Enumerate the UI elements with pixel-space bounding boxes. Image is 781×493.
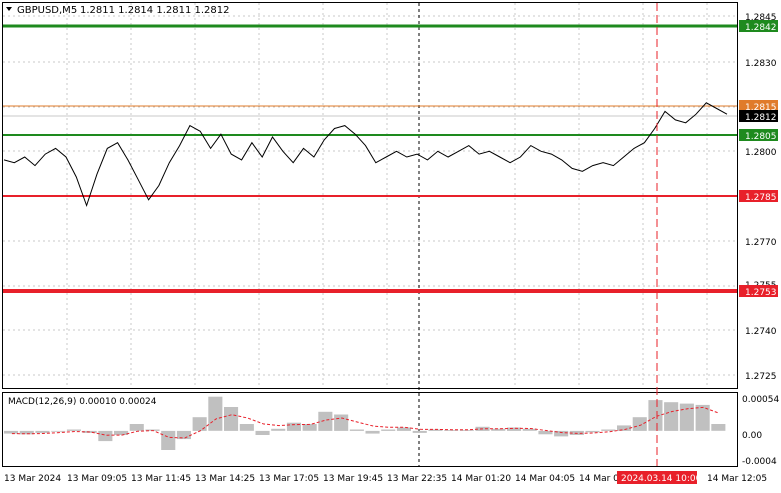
- macd-bar: [632, 417, 647, 431]
- level-tag: 1.2785: [745, 193, 777, 203]
- level-tag-bg: [739, 129, 778, 141]
- macd-tick: -0.0004: [742, 457, 777, 467]
- level-tag: 1.2805: [745, 132, 777, 142]
- level-tag: 1.2815: [745, 103, 777, 113]
- time-tick: 13 Mar 2024: [4, 474, 61, 484]
- macd-bar: [286, 422, 301, 431]
- macd-bar: [114, 430, 129, 435]
- level-tag-bg: [739, 110, 778, 122]
- level-tag-bg: [739, 285, 778, 297]
- macd-bar: [208, 396, 223, 431]
- macd-bar: [365, 430, 380, 434]
- macd-axis: 0.00054 0.00 -0.0004: [742, 395, 779, 467]
- symbol-label: GBPUSD,M5: [17, 5, 77, 16]
- macd-bar: [271, 428, 286, 431]
- price-tick: 1.2740: [745, 327, 777, 337]
- macd-bar: [381, 429, 396, 431]
- macd-tick: 0.00: [742, 431, 762, 441]
- macd-bar: [224, 407, 239, 431]
- time-tick: 14 Mar 12:05: [707, 474, 767, 484]
- macd-bar: [648, 400, 663, 431]
- grid: [3, 3, 737, 388]
- time-tick: 14 Mar 04:05: [515, 474, 575, 484]
- macd-bar: [176, 430, 191, 440]
- macd-bar: [302, 424, 317, 431]
- macd-bar: [396, 427, 411, 431]
- macd-bar: [601, 429, 616, 431]
- level-tag-bg: [739, 20, 778, 32]
- dropdown-triangle-icon[interactable]: [6, 7, 12, 11]
- macd-bar: [35, 430, 50, 433]
- level-tag: 1.2812: [745, 113, 777, 123]
- chart-header: GBPUSD,M5 1.2811 1.2814 1.2811 1.2812: [6, 5, 230, 16]
- macd-label: MACD(12,26,9) 0.00010 0.00024: [8, 397, 157, 407]
- macd-tick: 0.00054: [742, 395, 779, 405]
- time-axis: 13 Mar 2024 13 Mar 09:05 13 Mar 11:45 13…: [4, 474, 767, 484]
- macd-bar: [4, 430, 19, 434]
- time-tick: 13 Mar 09:05: [67, 474, 127, 484]
- macd-bar: [51, 430, 66, 432]
- macd-bar: [255, 430, 270, 435]
- macd-bar: [318, 411, 333, 431]
- time-tick: 13 Mar 11:45: [131, 474, 191, 484]
- level-tag-bg: [739, 100, 778, 112]
- time-tick: 14 Mar 01:20: [451, 474, 511, 484]
- macd-bar: [522, 428, 537, 431]
- macd-bar: [585, 430, 600, 433]
- level-tags: 1.2842 1.2815 1.2812 1.2805 1.2785 1.275…: [739, 20, 778, 298]
- level-tag: 1.2753: [745, 288, 777, 298]
- price-tick: 1.2845: [745, 13, 777, 23]
- macd-bar: [239, 424, 254, 431]
- macd-bar: [491, 428, 506, 431]
- macd-bar: [161, 430, 176, 450]
- macd-bar: [334, 414, 349, 431]
- macd-bar: [19, 430, 34, 435]
- ohlc-label: 1.2811 1.2814 1.2811 1.2812: [80, 5, 230, 16]
- time-tick: 13 Mar 19:45: [323, 474, 383, 484]
- macd-bar: [617, 425, 632, 431]
- time-tick: 13 Mar 14:25: [195, 474, 255, 484]
- macd-bar: [695, 404, 710, 431]
- macd-bar: [554, 430, 569, 437]
- time-tick: 13 Mar 17:05: [259, 474, 319, 484]
- time-cursor-label-bg: [617, 471, 697, 484]
- macd-bar: [349, 429, 364, 431]
- macd-bar: [664, 402, 679, 431]
- macd-bar: [507, 427, 522, 431]
- price-tick: 1.2725: [745, 372, 777, 382]
- macd-signal-line: [11, 406, 720, 439]
- time-tick: 14 Mar 0: [579, 474, 619, 484]
- macd-bar: [711, 424, 726, 431]
- macd-bar: [66, 429, 81, 431]
- macd-bar: [98, 430, 113, 442]
- price-tick: 1.2800: [745, 148, 777, 158]
- macd-bar: [538, 430, 553, 435]
- level-tag-bg: [739, 190, 778, 202]
- time-cursor-label: 2024.03.14 10:00: [621, 474, 702, 484]
- macd-bar: [192, 417, 207, 431]
- macd-bar: [679, 403, 694, 431]
- price-line: [3, 102, 728, 208]
- price-tick: 1.2770: [745, 238, 777, 248]
- macd-bar: [412, 430, 427, 433]
- macd-bar: [459, 430, 474, 431]
- macd-bar: [428, 429, 443, 431]
- price-tick: 1.2830: [745, 59, 777, 69]
- level-tag: 1.2842: [745, 23, 777, 33]
- time-tick: 13 Mar 22:35: [387, 474, 447, 484]
- macd-bar: [129, 424, 144, 431]
- macd-bar: [444, 430, 459, 431]
